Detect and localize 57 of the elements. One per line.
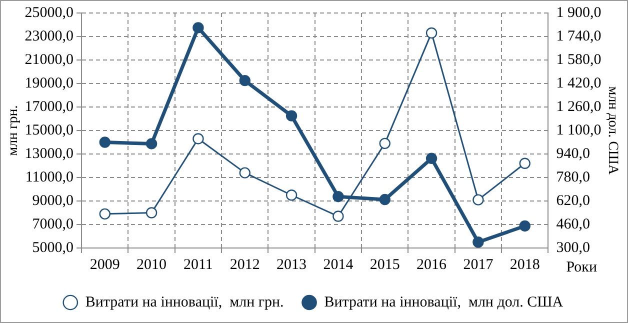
- point: [192, 22, 204, 34]
- point: [426, 152, 438, 164]
- x-tick-label: 2018: [510, 256, 540, 273]
- point: [519, 220, 530, 232]
- legend-label: Витрати на інновації, млн дол. США: [324, 294, 564, 310]
- x-tick-label: 2013: [276, 256, 307, 273]
- point: [379, 194, 390, 206]
- point: [239, 167, 250, 178]
- y-tick-label: 15000,0: [24, 122, 74, 138]
- y-tick-label: 13000,0: [24, 146, 74, 162]
- y-tick-label: 19000,0: [24, 75, 74, 92]
- y2-tick-label: 940,0: [556, 146, 590, 162]
- point: [332, 210, 344, 222]
- y-tick-label: 5000,0: [32, 240, 74, 256]
- point: [146, 138, 158, 150]
- x-tick-label: 2016: [416, 256, 448, 273]
- y-tick-label: 23000,0: [24, 28, 74, 44]
- y2-tick-label: 780,0: [556, 169, 590, 186]
- y-tick-label: 17000,0: [24, 98, 74, 115]
- y2-axis-title: млн дол. США: [604, 86, 620, 176]
- point: [146, 207, 158, 218]
- y-tick-label: 21000,0: [24, 52, 74, 68]
- x-tick-label: 2015: [370, 256, 400, 273]
- point: [286, 110, 298, 122]
- y-tick-label: 7000,0: [32, 216, 74, 232]
- point: [99, 136, 110, 148]
- y2-tick-label: 1 100,0: [556, 122, 602, 138]
- y-tick-label: 9000,0: [32, 192, 74, 209]
- y2-tick-label: 300,0: [556, 240, 590, 256]
- x-tick-label: 2014: [323, 256, 354, 273]
- y-tick-label: 11000,0: [25, 169, 74, 186]
- legend-label: Витрати на інновації, млн грн.: [85, 294, 284, 310]
- x-tick-label: 2009: [90, 256, 120, 273]
- y2-tick-label: 1 260,0: [556, 98, 602, 115]
- y-tick-label: 25000,0: [24, 4, 74, 21]
- x-axis-title: Роки: [566, 259, 597, 276]
- y2-tick-label: 620,0: [556, 192, 590, 209]
- x-tick-label: 2017: [463, 256, 494, 273]
- x-tick-label: 2010: [136, 256, 167, 273]
- point: [99, 208, 110, 220]
- point: [332, 190, 344, 202]
- point: [379, 138, 390, 150]
- x-tick-label: 2011: [183, 256, 213, 273]
- point: [192, 133, 204, 144]
- x-tick-label: 2012: [230, 256, 260, 273]
- y2-tick-label: 1 740,0: [556, 28, 602, 44]
- y2-tick-label: 1 420,0: [556, 75, 602, 92]
- point: [239, 74, 250, 86]
- point: [472, 236, 484, 248]
- point: [286, 190, 298, 201]
- point: [472, 194, 484, 206]
- point: [426, 27, 438, 39]
- y2-tick-label: 460,0: [556, 216, 590, 232]
- point: [519, 158, 530, 169]
- y-axis-title: млн грн.: [6, 105, 22, 156]
- y2-tick-label: 1 900,0: [556, 4, 602, 21]
- y2-tick-label: 1 580,0: [556, 52, 602, 68]
